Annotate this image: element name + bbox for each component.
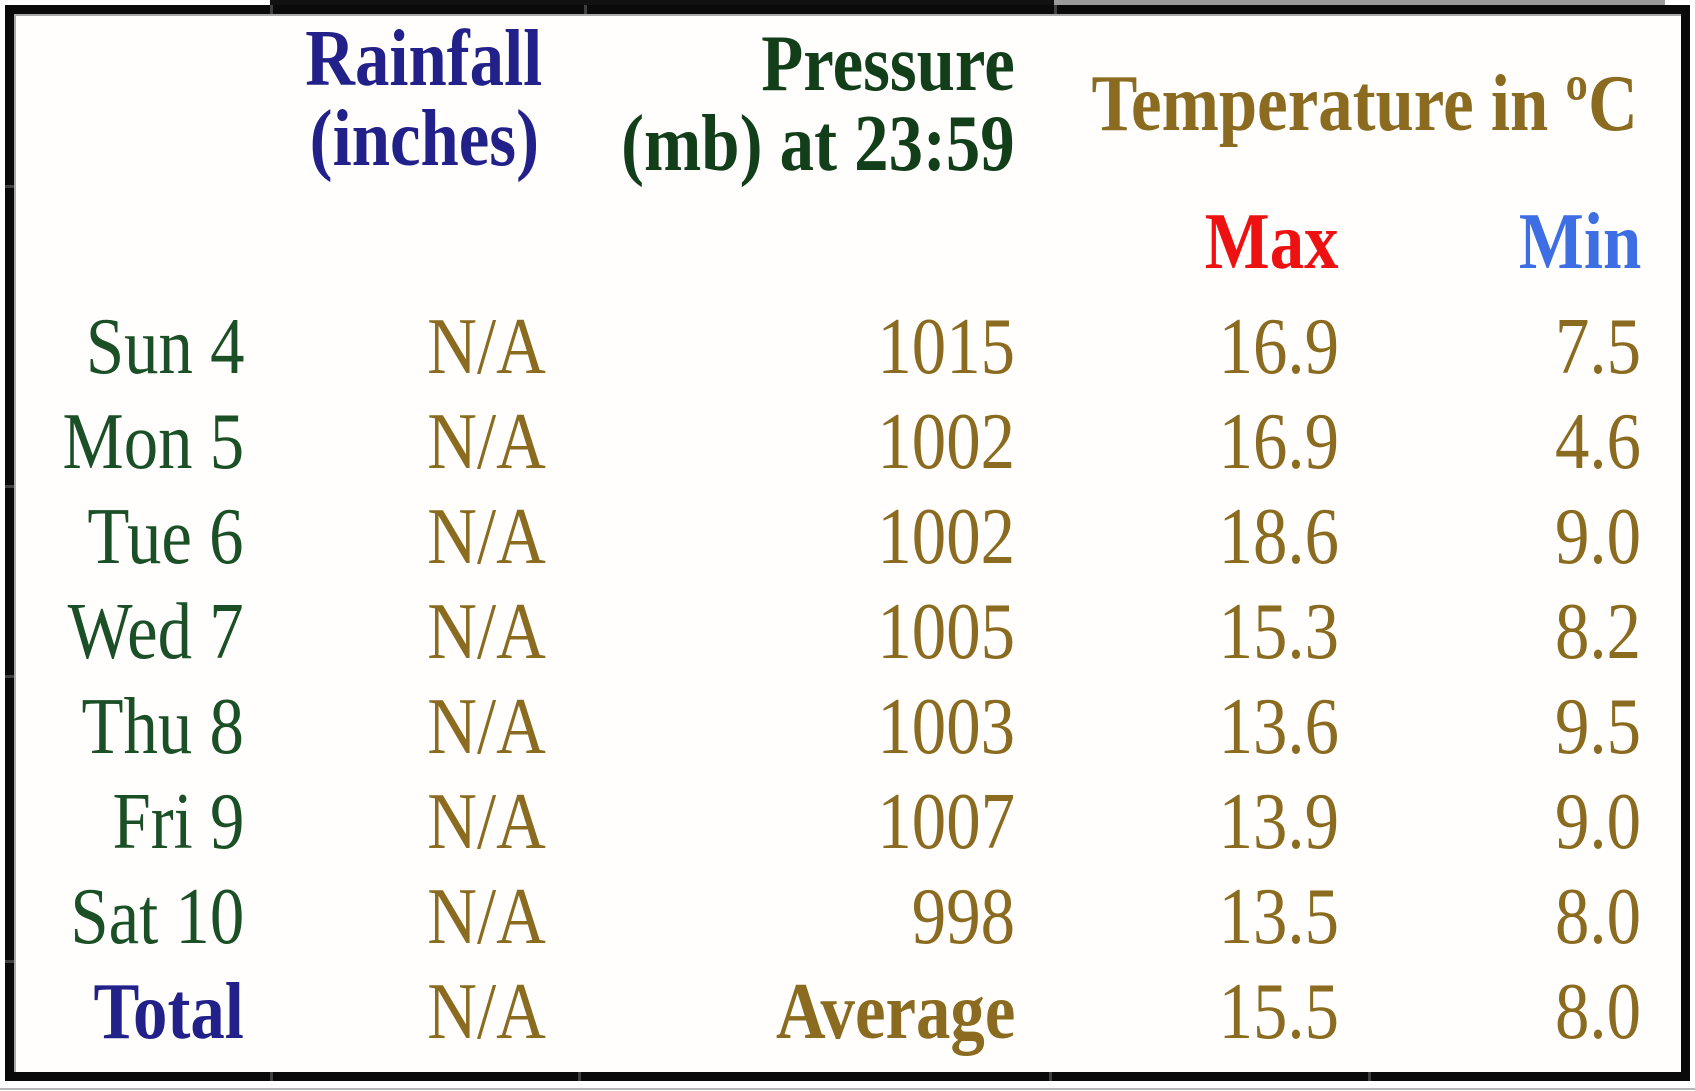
pressure-cell: 1005: [877, 587, 1015, 676]
header-rainfall-line1: Rainfall: [305, 15, 543, 103]
rainfall-cell: N/A: [427, 777, 546, 866]
gridline-notch: [5, 485, 14, 488]
day-cell: Sat 10: [70, 872, 244, 961]
pressure-cell: 998: [911, 872, 1015, 961]
total-label-cell: Total: [93, 968, 244, 1056]
header-rainfall: Rainfall (inches): [269, 14, 579, 184]
min-temp-cell: 4.6: [1555, 397, 1641, 486]
day-cell: Tue 6: [87, 492, 244, 581]
cropped-row-remnant-top-gray: [1054, 0, 1665, 6]
max-temp-cell: 13.9: [1218, 777, 1339, 866]
gridline-notch: [270, 5, 273, 14]
average-max-cell: 15.5: [1218, 968, 1339, 1056]
day-cell: Wed 7: [68, 587, 244, 676]
max-temp-cell: 15.3: [1218, 587, 1339, 676]
gridline-notch: [1049, 1072, 1052, 1081]
rainfall-cell: N/A: [427, 872, 546, 961]
weather-table-frame: Rainfall (inches) Pressure (mb) at 23:59…: [5, 5, 1690, 1081]
min-temp-cell: 9.5: [1555, 682, 1641, 771]
min-temp-cell: 8.0: [1555, 872, 1641, 961]
pressure-cell: 1002: [877, 492, 1015, 581]
pressure-cell: 1002: [877, 397, 1015, 486]
total-rainfall-cell: N/A: [427, 968, 546, 1056]
day-cell: Sun 4: [85, 302, 244, 391]
header-rainfall-line2: (inches): [309, 95, 539, 183]
rainfall-cell: N/A: [427, 492, 546, 581]
max-temp-cell: 16.9: [1218, 302, 1339, 391]
rainfall-cell: N/A: [427, 587, 546, 676]
average-label-cell: Average: [775, 968, 1015, 1056]
header-pressure-line1: Pressure: [761, 20, 1015, 108]
pressure-cell: 1015: [877, 302, 1015, 391]
min-temp-cell: 7.5: [1555, 302, 1641, 391]
day-cell: Mon 5: [62, 397, 244, 486]
max-temp-cell: 13.6: [1218, 682, 1339, 771]
header-pressure-line2: (mb) at 23:59: [621, 100, 1015, 188]
max-temp-cell: 13.5: [1218, 872, 1339, 961]
min-temp-cell: 8.2: [1555, 587, 1641, 676]
rainfall-cell: N/A: [427, 397, 546, 486]
gridline-notch: [1368, 1072, 1371, 1081]
max-temp-cell: 18.6: [1218, 492, 1339, 581]
header-pressure: Pressure (mb) at 23:59: [579, 14, 1048, 184]
gridline-notch: [578, 1072, 581, 1081]
min-temp-cell: 9.0: [1555, 777, 1641, 866]
rainfall-cell: N/A: [427, 682, 546, 771]
gridline-notch: [584, 5, 587, 14]
average-min-cell: 8.0: [1555, 968, 1641, 1056]
weather-table: Rainfall (inches) Pressure (mb) at 23:59…: [14, 14, 1681, 1072]
cropped-row-remnant-top-dark: [270, 0, 1054, 6]
pressure-cell: 1003: [877, 682, 1015, 771]
cropped-row-remnant-bottom: [0, 1088, 1695, 1090]
rainfall-cell: N/A: [427, 302, 546, 391]
min-temp-cell: 9.0: [1555, 492, 1641, 581]
day-cell: Fri 9: [112, 777, 244, 866]
gridline-notch: [5, 960, 14, 963]
day-cell: Thu 8: [81, 682, 244, 771]
gridline-notch: [1054, 5, 1057, 14]
header-temperature: Temperature in ºC: [1091, 60, 1638, 148]
header-min: Min: [1518, 197, 1641, 286]
header-max: Max: [1205, 197, 1339, 286]
gridline-notch: [5, 185, 14, 188]
gridline-notch: [5, 675, 14, 678]
gridline-notch: [270, 1072, 273, 1081]
pressure-cell: 1007: [877, 777, 1015, 866]
max-temp-cell: 16.9: [1218, 397, 1339, 486]
